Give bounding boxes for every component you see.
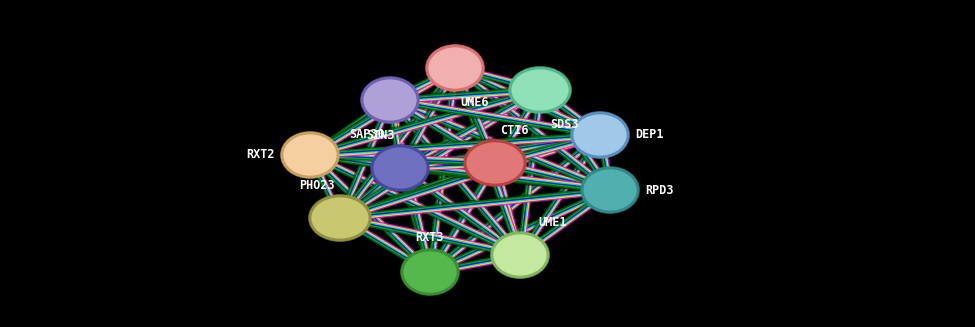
Ellipse shape xyxy=(402,250,458,294)
Text: SDS3: SDS3 xyxy=(550,118,578,131)
Ellipse shape xyxy=(572,113,628,157)
Ellipse shape xyxy=(582,168,638,212)
Ellipse shape xyxy=(427,46,483,90)
Text: RXT3: RXT3 xyxy=(415,231,445,244)
Text: CTI6: CTI6 xyxy=(500,124,528,137)
Ellipse shape xyxy=(580,166,640,214)
Ellipse shape xyxy=(282,133,338,177)
Text: UME1: UME1 xyxy=(538,216,566,229)
Ellipse shape xyxy=(362,78,418,122)
Ellipse shape xyxy=(570,111,630,159)
Ellipse shape xyxy=(510,68,570,112)
Text: RPD3: RPD3 xyxy=(645,183,674,197)
Text: PHO23: PHO23 xyxy=(299,179,335,192)
Text: RXT2: RXT2 xyxy=(247,148,275,162)
Ellipse shape xyxy=(400,248,460,296)
Ellipse shape xyxy=(310,196,370,240)
Ellipse shape xyxy=(508,66,572,114)
Ellipse shape xyxy=(490,231,550,279)
Ellipse shape xyxy=(492,233,548,277)
Ellipse shape xyxy=(370,144,430,192)
Ellipse shape xyxy=(463,139,527,187)
Text: UME6: UME6 xyxy=(460,96,488,109)
Text: DEP1: DEP1 xyxy=(635,129,664,142)
Text: SIN3: SIN3 xyxy=(367,129,395,142)
Ellipse shape xyxy=(372,146,428,190)
Text: SAP30: SAP30 xyxy=(349,128,385,141)
Ellipse shape xyxy=(308,194,372,242)
Ellipse shape xyxy=(280,131,340,179)
Ellipse shape xyxy=(360,76,420,124)
Ellipse shape xyxy=(425,44,485,92)
Ellipse shape xyxy=(465,141,525,185)
